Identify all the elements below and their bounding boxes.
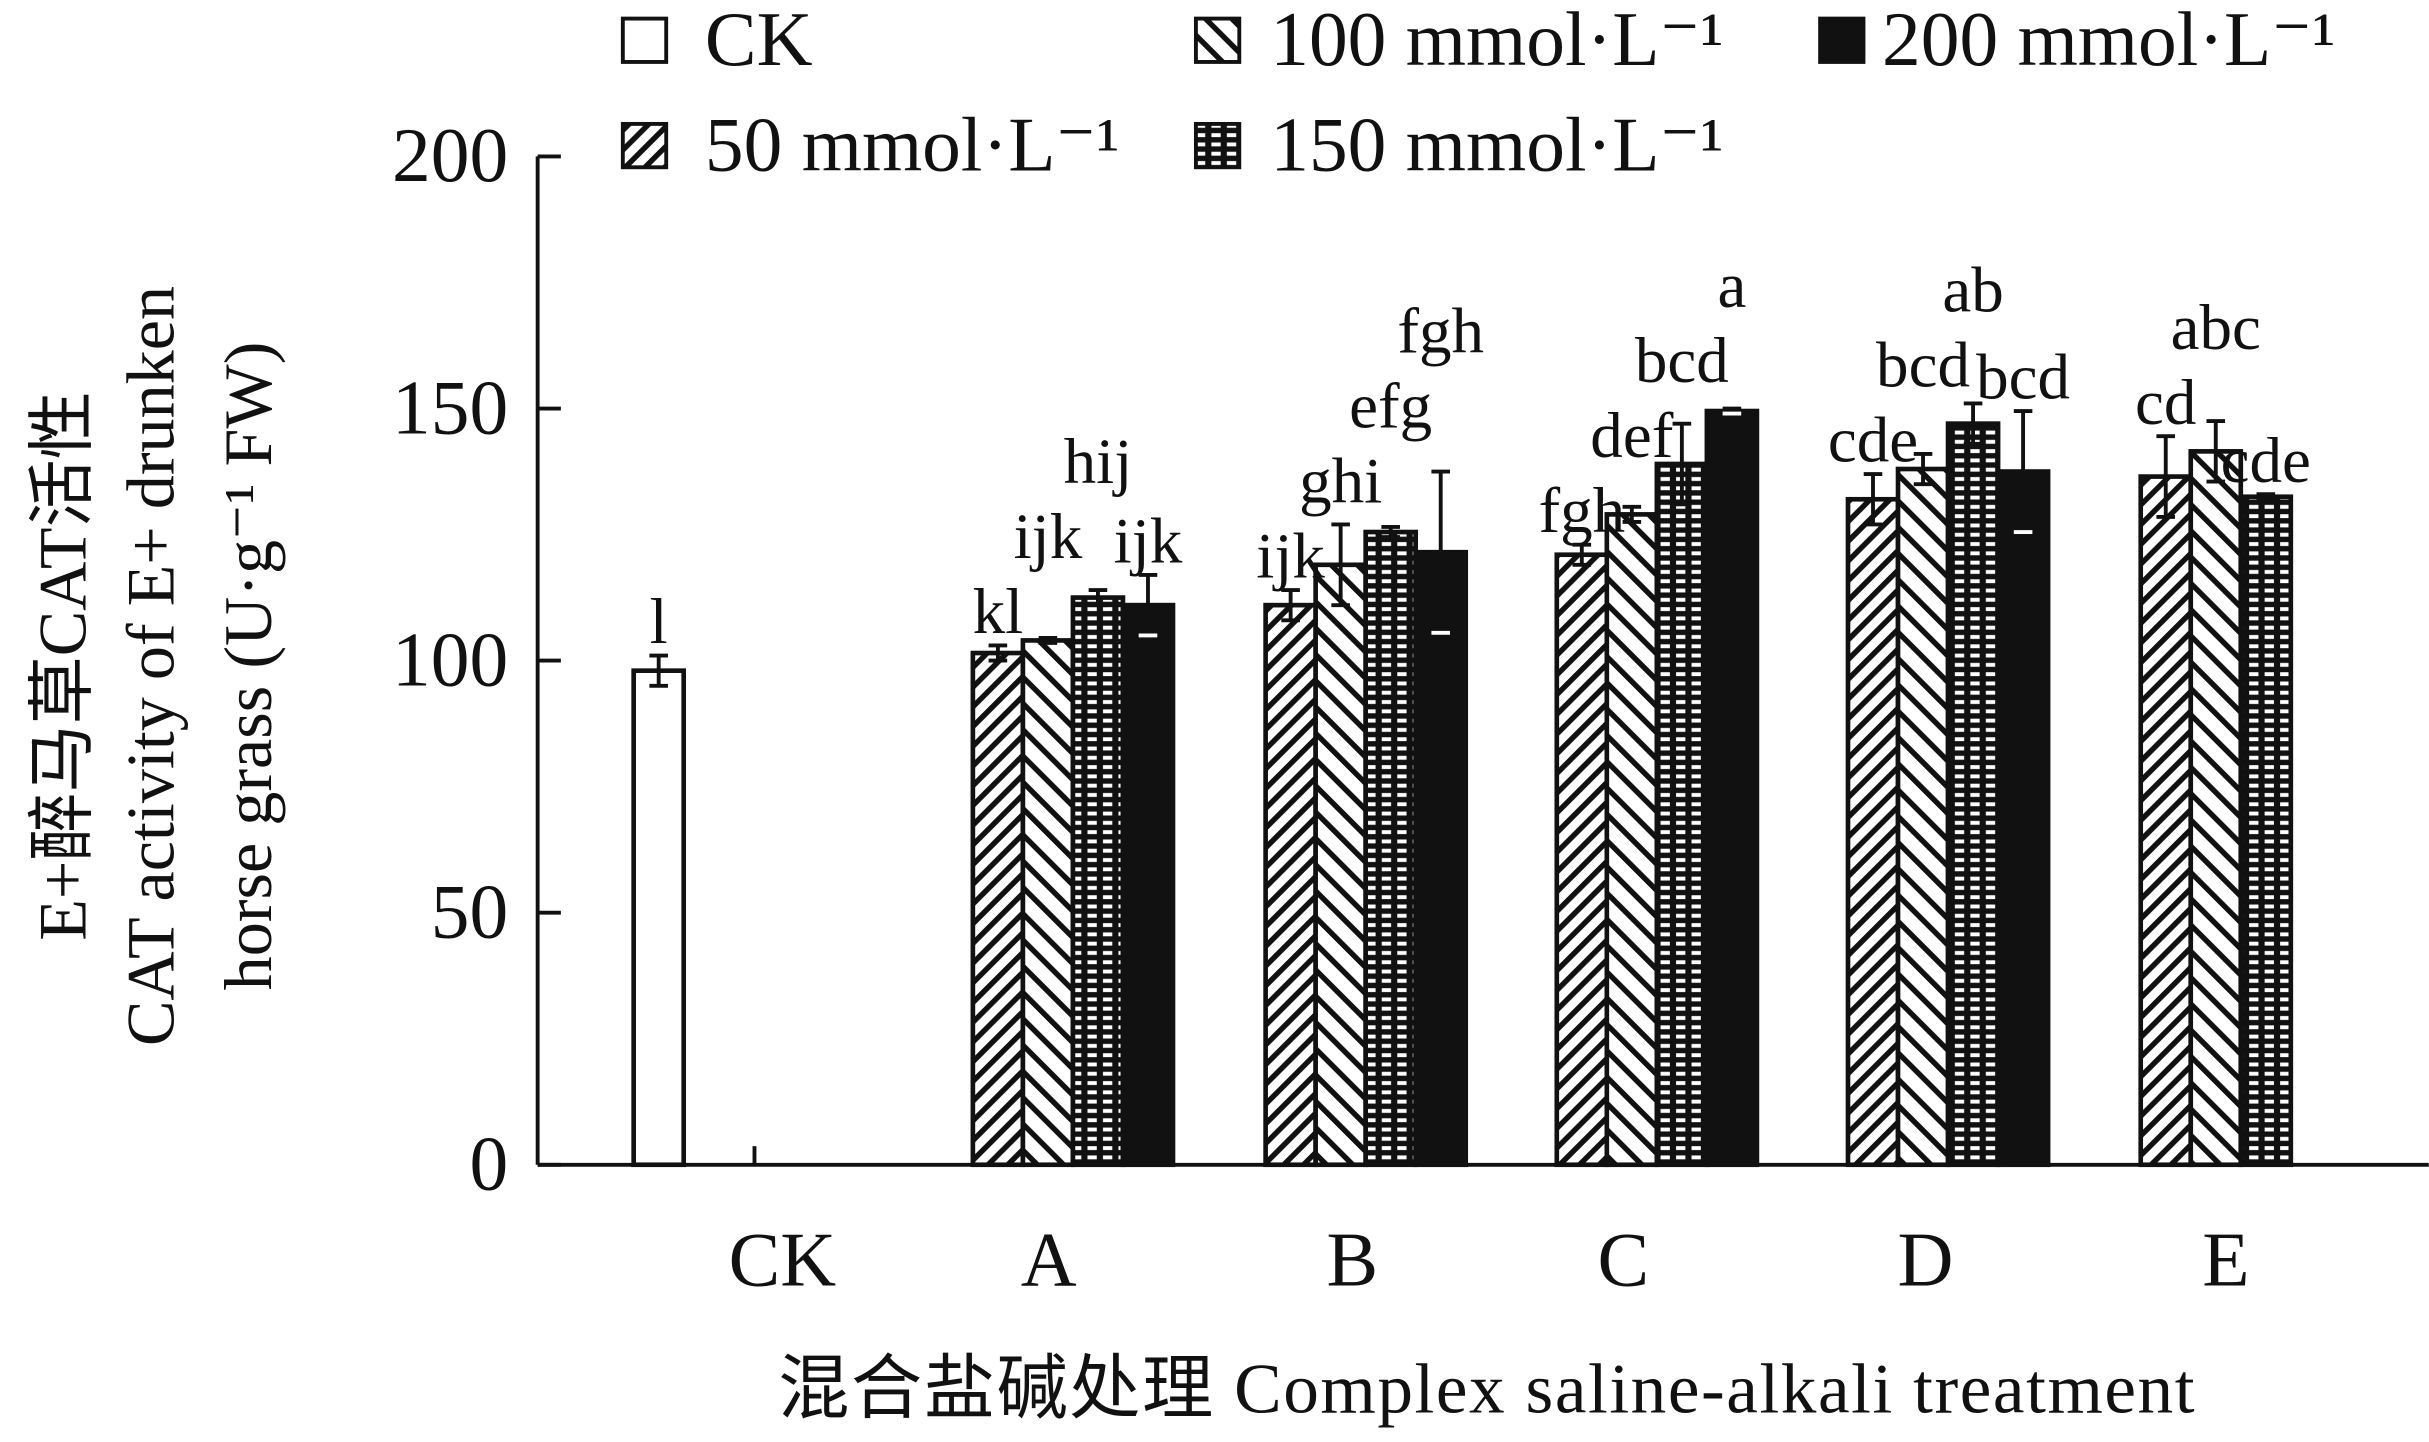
y-tick-label: 0: [469, 1121, 508, 1207]
bar: [1070, 595, 1126, 1168]
bar: [1845, 496, 1901, 1168]
x-tick-label: B: [1327, 1217, 1379, 1303]
significance-letter: a: [1717, 250, 1746, 322]
bar: [1020, 638, 1076, 1168]
significance-letter: ab: [1942, 254, 2003, 326]
bar: [2188, 449, 2244, 1168]
significance-letter: kl: [973, 576, 1024, 648]
axes: 0 50 100 150 200 CK A B C D E: [392, 112, 2429, 1303]
x-axis-title: 混合盐碱处理 Complex saline-alkali treatment: [778, 1351, 2196, 1429]
x-tick-label: C: [1598, 1217, 1650, 1303]
significance-letter: ghi: [1299, 446, 1382, 518]
bar: [2138, 474, 2194, 1168]
bar: [1120, 602, 1176, 1168]
legend-label: 100 mmol·L⁻¹: [1270, 0, 1723, 82]
bar: [1554, 552, 1610, 1168]
legend-label: CK: [705, 0, 813, 82]
significance-letter: efg: [1349, 370, 1432, 442]
legend-swatch: [620, 16, 669, 64]
legend-label: 50 mmol·L⁻¹: [705, 101, 1120, 187]
significance-letter: cde: [2221, 425, 2311, 497]
legend-swatch: [1193, 121, 1242, 170]
bar: [1313, 562, 1368, 1168]
y-axis-title: E+醉马草CAT活性 CAT activity of E+ drunken ho…: [24, 286, 286, 1046]
y-axis-title-line-1: E+醉马草CAT活性: [24, 391, 100, 940]
bar: [1413, 549, 1469, 1168]
significance-letter: fgh: [1538, 475, 1625, 547]
bar: [1945, 421, 2001, 1168]
y-tick-label: 200: [392, 112, 508, 198]
significance-letter: cd: [2135, 367, 2196, 439]
y-tick-label: 150: [392, 364, 508, 450]
bar: [1995, 469, 2051, 1168]
legend: CK 50 mmol·L⁻¹ 100 mmol·L⁻¹ 150 mmol·L⁻¹ 200…: [620, 0, 2335, 187]
significance-letter: bcd: [1876, 330, 1970, 402]
bar: [1604, 512, 1660, 1168]
legend-swatch: [1193, 16, 1242, 64]
significance-letter: abc: [2171, 292, 2261, 364]
legend-swatch: [620, 121, 669, 170]
x-tick-label: E: [2202, 1217, 2249, 1303]
significance-letter: ijk: [1256, 521, 1325, 593]
x-tick-label: A: [1021, 1217, 1077, 1303]
bar: [970, 650, 1026, 1168]
bars: [631, 401, 2294, 1168]
significance-letter: cde: [1828, 405, 1918, 477]
y-axis-title-line-3: horse grass (U·g⁻¹ FW): [210, 342, 286, 991]
bar: [1704, 408, 1760, 1168]
significance-letter: l: [650, 586, 668, 658]
significance-letter: fgh: [1397, 295, 1484, 367]
significance-letter: ijk: [1114, 505, 1183, 577]
bar: [1363, 529, 1419, 1168]
legend-label: 200 mmol·L⁻¹: [1882, 0, 2335, 82]
bar: [2238, 494, 2294, 1168]
x-tick-label: CK: [729, 1217, 837, 1303]
legend-label: 150 mmol·L⁻¹: [1270, 101, 1723, 187]
significance-letter: ijk: [1014, 501, 1083, 573]
y-tick-label: 50: [431, 868, 508, 954]
bar: [1654, 461, 1710, 1168]
significance-letter: def: [1590, 400, 1673, 472]
bar: [1895, 466, 1951, 1168]
bar: [1263, 602, 1318, 1168]
bar: [631, 668, 687, 1168]
significance-letter: bcd: [1635, 325, 1729, 397]
significance-letter: hij: [1064, 426, 1133, 498]
significance-letter: bcd: [1976, 342, 2070, 414]
legend-swatch: [1818, 16, 1866, 64]
y-tick-label: 100: [392, 616, 508, 702]
y-axis-title-line-2: CAT activity of E+ drunken: [113, 286, 189, 1046]
x-tick-label: D: [1897, 1217, 1953, 1303]
